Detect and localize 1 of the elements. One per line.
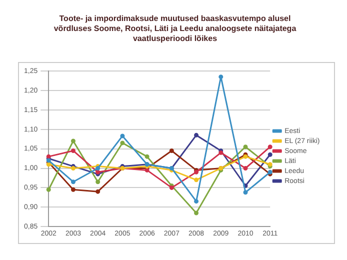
chart-title: Toote- ja impordimaksude muutused baaskasvutempo alusel võrdluses Soome, Rootsi, Läti ja Leedu analoogsete näitajatega vaatlusperioodi lõikes xyxy=(52,14,298,44)
